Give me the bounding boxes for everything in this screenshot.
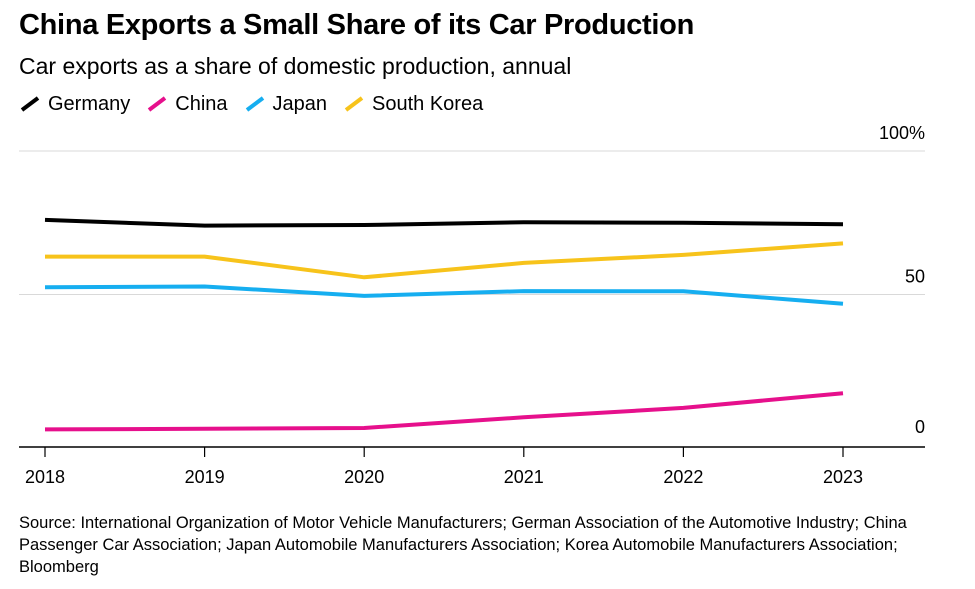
legend-swatch-china (148, 96, 167, 112)
legend-item-china: China (146, 92, 228, 116)
legend-label-south-korea: South Korea (372, 92, 484, 115)
legend-label-japan: Japan (272, 92, 328, 115)
x-tick-label-2023: 2023 (823, 467, 863, 487)
series-line-germany (44, 217, 844, 228)
legend-item-japan: Japan (244, 92, 328, 116)
y-tick-label-100: 100% (879, 123, 925, 143)
chart-title: China Exports a Small Share of its Car P… (19, 9, 694, 41)
chart-subtitle: Car exports as a share of domestic produ… (19, 53, 572, 79)
series-line-china (44, 391, 844, 432)
legend-label-china: China (175, 92, 228, 115)
legend-swatch-japan (245, 96, 264, 112)
legend-swatch-germany (20, 96, 40, 112)
x-tick-label-2020: 2020 (344, 467, 384, 487)
legend-item-south-korea: South Korea (343, 93, 483, 116)
y-tick-label-50: 50 (905, 267, 925, 287)
x-tick-label-2022: 2022 (663, 467, 703, 487)
series-line-south-korea (45, 241, 844, 280)
x-tick-label-2018: 2018 (25, 467, 65, 487)
x-tick-label-2019: 2019 (185, 467, 225, 487)
legend-label-germany: Germany (48, 92, 131, 115)
y-tick-label-0: 0 (915, 417, 925, 437)
source-note: Source: International Organization of Mo… (19, 514, 907, 576)
legend-swatch-south-korea (344, 96, 364, 112)
series-line-japan (44, 284, 844, 306)
line-chart: 0 50 100% 2018 2019 2020 2021 2022 2023 (19, 123, 925, 487)
legend: Germany China Japan South Korea (19, 91, 499, 117)
legend-item-germany: Germany (19, 93, 130, 116)
x-tick-label-2021: 2021 (504, 467, 544, 487)
